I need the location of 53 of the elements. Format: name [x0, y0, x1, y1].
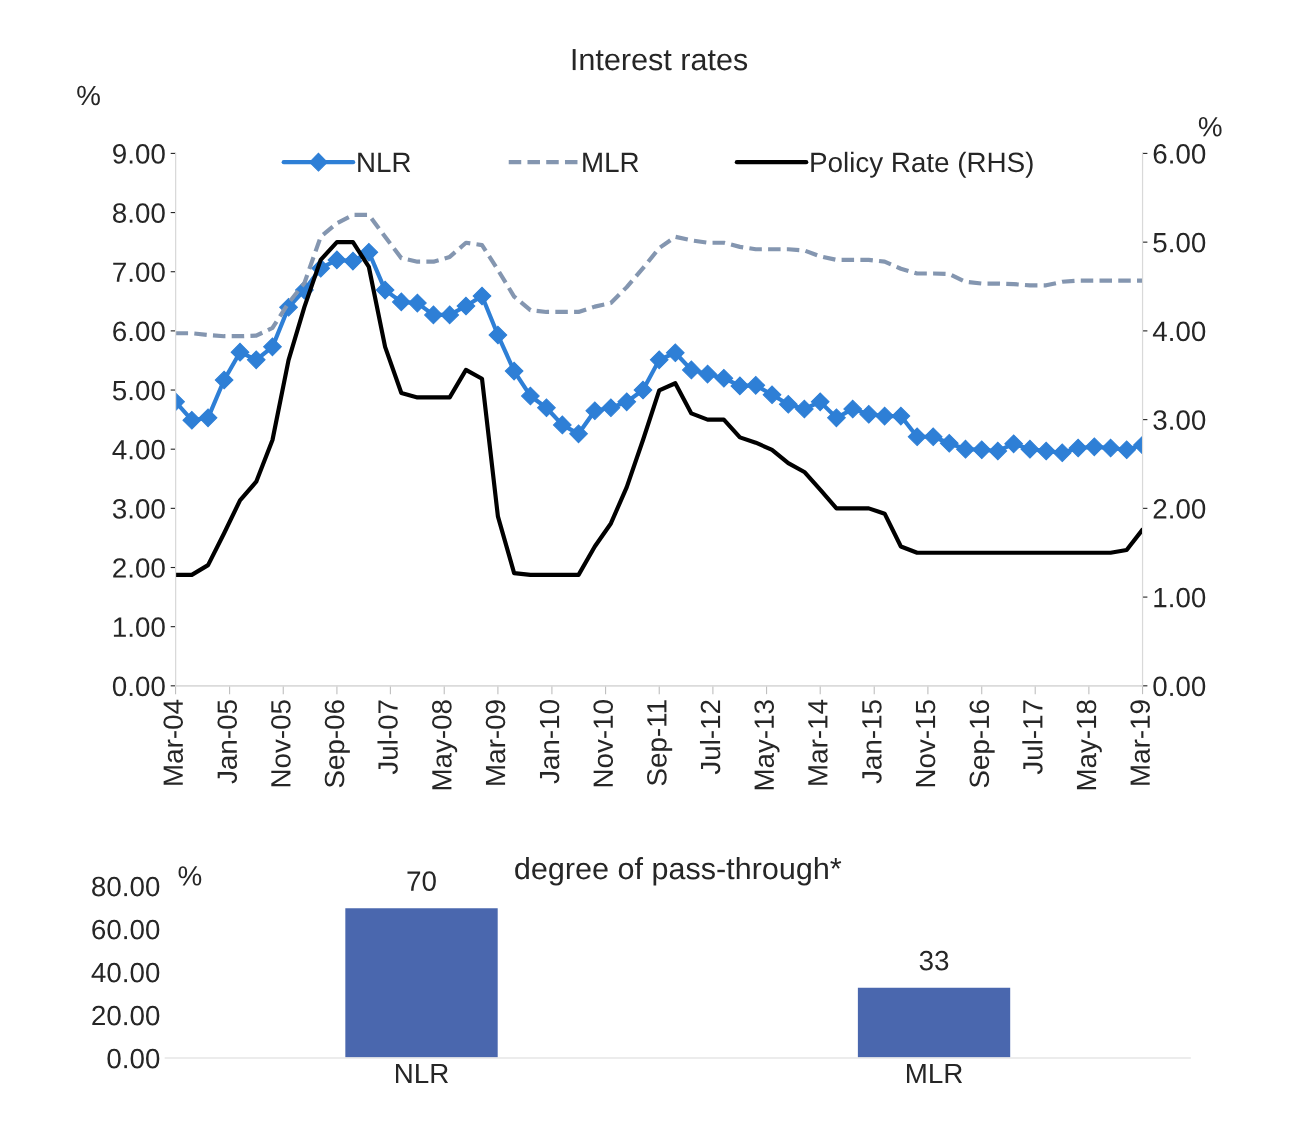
y-tick-label: 80.00 [92, 876, 160, 897]
y-tick-label: 60.00 [92, 919, 160, 940]
legend-label: Policy Rate (RHS) [811, 151, 1033, 178]
chart-title: degree of pass-through* [515, 856, 842, 886]
y-tick-label: 8.00 [113, 203, 165, 223]
x-tick-label: Nov-15 [915, 700, 936, 787]
y-tick-label: 2.00 [113, 558, 165, 578]
x-tick-label: Jul-07 [377, 700, 398, 775]
x-tick-label: Jan-15 [862, 700, 882, 784]
x-tick-label: May-18 [1076, 700, 1102, 790]
x-tick-label: Mar-14 [808, 699, 828, 785]
x-tick-label: May-08 [432, 700, 458, 790]
line-series [175, 212, 1143, 339]
x-tick-label: Jan-05 [217, 700, 238, 784]
y2-tick-label: 5.00 [1153, 232, 1206, 253]
x-tick-label: Jan-10 [539, 700, 560, 784]
chart-title: Interest rates [572, 49, 748, 71]
x-tick-label: Mar-04 [163, 699, 184, 785]
y-tick-label: 6.00 [113, 321, 165, 342]
data-label: 33 [919, 950, 949, 971]
y2-tick-label: 6.00 [1153, 144, 1206, 164]
x-tick-label: Mar-19 [1130, 700, 1150, 785]
y-tick-label: 4.00 [112, 439, 165, 460]
y-tick-label: 7.00 [113, 262, 165, 283]
x-tick-label: Nov-10 [593, 700, 614, 787]
y2-axis-title: % [1198, 116, 1222, 137]
y-axis-title: % [178, 866, 202, 886]
y2-tick-label: 1.00 [1154, 587, 1206, 608]
x-tick-label: Jul-17 [1022, 700, 1043, 775]
y-tick-label: 9.00 [113, 144, 165, 164]
x-tick-label: Sep-11 [647, 700, 673, 786]
y-tick-label: 0.00 [107, 1048, 160, 1069]
y-tick-label: 1.00 [113, 617, 165, 638]
x-tick-label: Sep-06 [324, 700, 350, 788]
y-tick-label: 5.00 [112, 380, 165, 401]
y2-tick-label: 0.00 [1153, 676, 1206, 697]
x-tick-label: Mar-09 [485, 700, 506, 785]
y-tick-label: 0.00 [112, 676, 165, 697]
y-tick-label: 40.00 [91, 962, 160, 983]
x-tick-label: May-13 [754, 700, 780, 790]
data-label: 70 [407, 871, 436, 891]
y2-tick-label: 2.00 [1153, 499, 1206, 519]
legend-label: NLR [358, 152, 411, 172]
y-tick-label: 3.00 [112, 499, 165, 519]
y2-tick-label: 3.00 [1153, 410, 1206, 430]
y2-tick-label: 4.00 [1152, 321, 1206, 342]
x-tick-label: Jul-12 [699, 700, 721, 775]
x-tick-label: Sep-16 [969, 700, 995, 788]
x-tick-label: Nov-05 [271, 700, 291, 787]
line-series [175, 240, 1143, 577]
y-axis-title: % [77, 85, 100, 106]
legend-label: MLR [583, 152, 639, 172]
y-tick-label: 20.00 [92, 1005, 160, 1026]
